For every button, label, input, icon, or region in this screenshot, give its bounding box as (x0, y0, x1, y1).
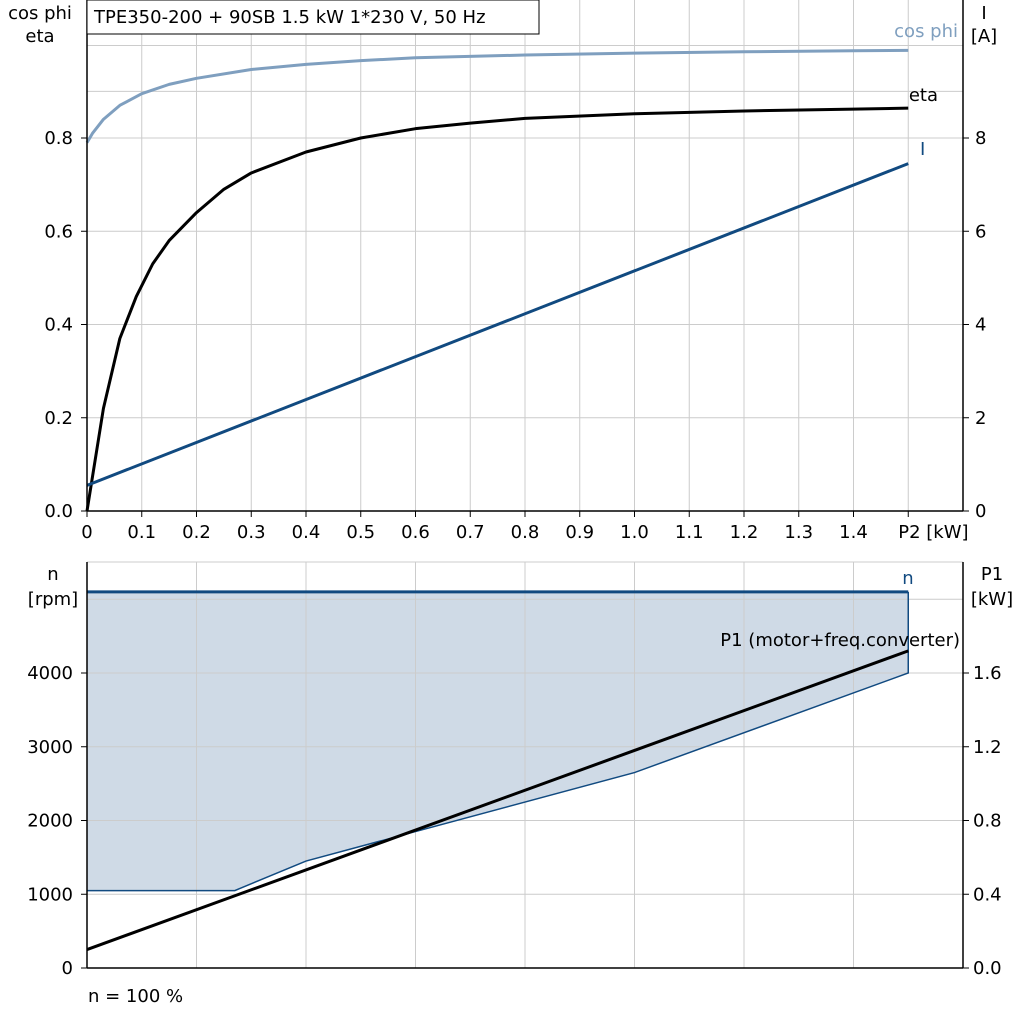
top-chart-labels: 0 0.1 0.2 0.3 0.4 0.5 0.6 0.7 0.8 0.9 1.0 1.1 1.2 1.3… (8, 3, 997, 543)
bottom-right-tick-label: 1.2 (973, 737, 1002, 758)
top-x-tick-label: 0.4 (292, 522, 321, 543)
top-right-tick-label: 0 (975, 501, 986, 522)
bottom-chart-fill (87, 591, 909, 891)
top-x-tick-label: 1.2 (730, 522, 759, 543)
bottom-right-tick-label: 0.0 (973, 958, 1002, 979)
bottom-left-axis-title: [rpm] (28, 589, 78, 610)
bottom-chart-axes (86, 562, 964, 969)
bottom-left-tick-label: 2000 (27, 811, 73, 832)
series-line-p1 (86, 649, 909, 951)
bottom-right-tick-label: 1.6 (973, 663, 1002, 684)
top-chart-series (85, 48, 909, 512)
series-label-p1: P1 (motor+freq.converter) (720, 630, 960, 651)
top-right-axis-title: I (981, 3, 986, 24)
top-x-tick-label: 1.0 (620, 522, 649, 543)
series-line-eta (85, 106, 909, 512)
bottom-right-axis-title: [kW] (971, 589, 1013, 610)
series-label-n: n (902, 568, 913, 589)
top-right-tick-label: 4 (975, 315, 986, 336)
top-x-tick-label: 1.1 (675, 522, 704, 543)
top-right-tick-label: 8 (975, 128, 986, 149)
operating-region-fill (87, 591, 909, 891)
chart-title: TPE350-200 + 90SB 1.5 kW 1*230 V, 50 Hz (93, 7, 486, 28)
bottom-left-tick-label: 3000 (27, 737, 73, 758)
top-x-tick-label: 0.8 (511, 522, 540, 543)
top-left-tick-label: 0.0 (44, 501, 73, 522)
bottom-left-tick-label: 1000 (27, 884, 73, 905)
top-left-axis-title: eta (25, 26, 54, 47)
top-right-axis-title: [A] (971, 26, 997, 47)
title-box (86, 0, 540, 35)
top-x-tick-label: 1.4 (839, 522, 868, 543)
bottom-chart-grid (87, 561, 963, 968)
top-chart-grid (87, 0, 963, 511)
top-right-tick-label: 2 (975, 408, 986, 429)
top-left-axis-title: cos phi (8, 3, 72, 24)
footer-note: n = 100 % (88, 986, 183, 1007)
bottom-chart-series (86, 590, 909, 951)
top-x-tick-label: 1.3 (784, 522, 813, 543)
top-left-tick-label: 0.4 (44, 315, 73, 336)
series-label-current: I (920, 139, 925, 160)
top-x-tick-label: 0.6 (401, 522, 430, 543)
top-x-tick-label: 0.9 (565, 522, 594, 543)
bottom-right-tick-label: 0.4 (973, 884, 1002, 905)
bottom-right-tick-label: 0.8 (973, 811, 1002, 832)
bottom-left-tick-label: 4000 (27, 663, 73, 684)
top-left-tick-label: 0.2 (44, 408, 73, 429)
top-x-tick-label: P2 [kW] (898, 522, 968, 543)
top-x-tick-label: 0.7 (456, 522, 485, 543)
top-left-tick-label: 0.6 (44, 221, 73, 242)
bottom-chart-labels: 0 1000 2000 3000 4000 0.0 0.4 0.8 1.2 1.6 n [rpm] P1… (27, 564, 1013, 979)
series-line-I (86, 162, 909, 487)
top-x-tick-label: 0.1 (127, 522, 156, 543)
top-x-tick-label: 0 (81, 522, 92, 543)
series-label-eta: eta (909, 85, 938, 106)
bottom-left-tick-label: 0 (62, 958, 73, 979)
top-x-tick-label: 0.3 (237, 522, 266, 543)
bottom-right-axis-title: P1 (981, 564, 1003, 585)
series-label-cos-phi: cos phi (894, 21, 958, 42)
top-right-tick-label: 6 (975, 221, 986, 242)
top-x-tick-label: 0.2 (182, 522, 211, 543)
top-left-tick-label: 0.8 (44, 128, 73, 149)
top-x-tick-label: 0.5 (346, 522, 375, 543)
bottom-left-axis-title: n (47, 564, 58, 585)
series-line-cos-phi (85, 48, 909, 144)
